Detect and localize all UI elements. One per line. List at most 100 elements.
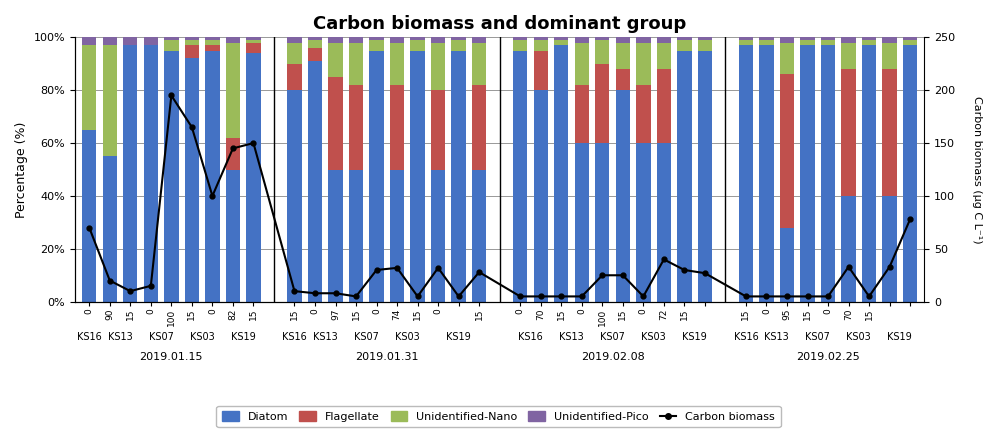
Bar <box>308 61 322 302</box>
Bar <box>760 37 774 40</box>
Legend: Diatom, Flagellate, Unidentified-Nano, Unidentified-Pico, Carbon biomass: Diatom, Flagellate, Unidentified-Nano, U… <box>216 406 781 427</box>
Bar <box>287 37 302 42</box>
Bar <box>780 42 795 74</box>
Text: KS13: KS13 <box>108 332 133 342</box>
Bar <box>225 37 240 42</box>
Text: KS13: KS13 <box>559 332 584 342</box>
Bar <box>636 85 650 143</box>
Bar <box>452 51 466 302</box>
Text: KS19: KS19 <box>682 332 707 342</box>
Bar <box>390 42 404 85</box>
Bar <box>801 40 815 45</box>
Bar <box>308 40 322 48</box>
Bar <box>349 37 363 42</box>
Bar <box>615 37 630 42</box>
Bar <box>369 51 384 302</box>
Bar <box>144 37 158 45</box>
Bar <box>205 40 219 45</box>
Text: KS19: KS19 <box>230 332 255 342</box>
Bar <box>390 37 404 42</box>
Bar <box>636 37 650 42</box>
Bar <box>554 40 568 45</box>
Text: KS13: KS13 <box>313 332 338 342</box>
Text: KS03: KS03 <box>641 332 666 342</box>
Bar <box>287 90 302 302</box>
Bar <box>780 37 795 42</box>
Bar <box>574 42 589 85</box>
Bar <box>349 42 363 85</box>
Bar <box>82 45 97 130</box>
Bar <box>574 143 589 302</box>
Bar <box>390 85 404 170</box>
Bar <box>411 37 425 40</box>
Bar <box>821 40 835 45</box>
Text: KS07: KS07 <box>354 332 379 342</box>
Bar <box>328 37 343 42</box>
Bar <box>390 170 404 302</box>
Y-axis label: Percentage (%): Percentage (%) <box>15 121 28 218</box>
Bar <box>205 51 219 302</box>
Bar <box>369 40 384 51</box>
Bar <box>801 45 815 302</box>
Text: 2019.01.15: 2019.01.15 <box>140 352 203 362</box>
Text: KS16: KS16 <box>518 332 542 342</box>
Bar <box>472 170 487 302</box>
Bar <box>431 90 446 170</box>
Bar <box>103 37 117 45</box>
Bar <box>821 45 835 302</box>
Bar <box>103 45 117 156</box>
Bar <box>861 45 876 302</box>
Bar <box>184 45 199 58</box>
Bar <box>861 40 876 45</box>
Bar <box>533 90 548 302</box>
Bar <box>677 37 692 40</box>
Bar <box>205 45 219 51</box>
Bar <box>328 170 343 302</box>
Bar <box>882 42 896 69</box>
Bar <box>165 51 178 302</box>
Text: 2019.02.08: 2019.02.08 <box>580 352 644 362</box>
Bar <box>595 143 609 302</box>
Bar <box>349 170 363 302</box>
Bar <box>165 37 178 40</box>
Text: KS19: KS19 <box>887 332 912 342</box>
Bar <box>184 40 199 45</box>
Bar <box>657 42 671 69</box>
Bar <box>574 85 589 143</box>
Bar <box>636 143 650 302</box>
Title: Carbon biomass and dominant group: Carbon biomass and dominant group <box>313 15 686 33</box>
Bar <box>225 138 240 170</box>
Bar <box>677 51 692 302</box>
Bar <box>82 37 97 45</box>
Bar <box>411 51 425 302</box>
Bar <box>821 37 835 40</box>
Bar <box>328 42 343 77</box>
Text: KS03: KS03 <box>189 332 214 342</box>
Text: KS07: KS07 <box>600 332 625 342</box>
Bar <box>554 37 568 40</box>
Bar <box>184 37 199 40</box>
Bar <box>780 74 795 228</box>
Bar <box>760 40 774 45</box>
Bar <box>636 42 650 85</box>
Text: KS13: KS13 <box>765 332 789 342</box>
Bar <box>184 58 199 302</box>
Bar <box>123 37 138 45</box>
Bar <box>903 40 917 45</box>
Bar <box>841 37 855 42</box>
Bar <box>246 37 260 40</box>
Bar <box>615 69 630 90</box>
Bar <box>903 45 917 302</box>
Text: 2019.01.31: 2019.01.31 <box>355 352 419 362</box>
Bar <box>780 228 795 302</box>
Bar <box>698 40 712 51</box>
Bar <box>841 42 855 69</box>
Bar <box>308 48 322 61</box>
Bar <box>103 156 117 302</box>
Bar <box>431 170 446 302</box>
Bar <box>841 69 855 196</box>
Bar <box>677 40 692 51</box>
Text: KS07: KS07 <box>806 332 831 342</box>
Bar <box>225 42 240 138</box>
Bar <box>657 143 671 302</box>
